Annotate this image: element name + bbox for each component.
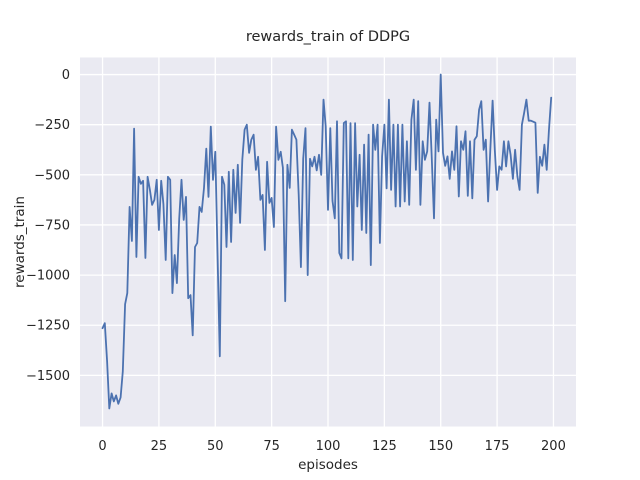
x-tick-label: 25: [151, 439, 168, 454]
y-axis-label: rewards_train: [12, 196, 28, 288]
data-line-rewards_train: [101, 73, 553, 410]
y-tick-label: −500: [34, 168, 70, 183]
x-tick-label: 0: [98, 439, 106, 454]
x-tick-label: 50: [207, 439, 224, 454]
x-tick-label: 75: [263, 439, 280, 454]
y-tick-label: −750: [34, 218, 70, 233]
x-tick-label: 100: [316, 439, 341, 454]
x-tick-label: 125: [372, 439, 397, 454]
x-tick-label: 200: [541, 439, 566, 454]
x-tick-label: 150: [428, 439, 453, 454]
x-tick-label: 175: [485, 439, 510, 454]
y-tick-label: −250: [34, 118, 70, 133]
y-tick-label: −1000: [26, 269, 70, 284]
y-tick-label: 0: [62, 68, 70, 83]
y-tick-label: −1500: [26, 369, 70, 384]
y-tick-label: −1250: [26, 319, 70, 334]
x-axis-label: episodes: [298, 457, 358, 473]
chart-title: rewards_train of DDPG: [245, 29, 411, 45]
